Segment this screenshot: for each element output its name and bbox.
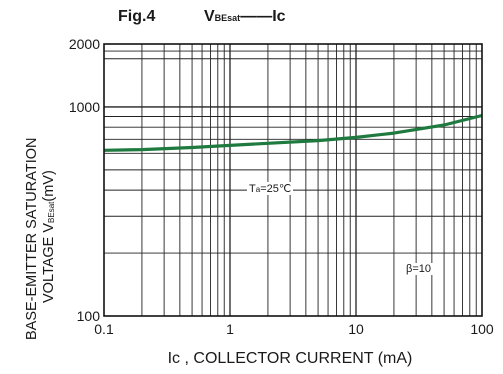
x-tick-label: 100 (470, 321, 494, 337)
x-tick-label: 10 (348, 321, 364, 337)
y-axis-label-line1: BASE-EMITTER SATURATION (24, 138, 40, 340)
temperature-value: =25℃ (260, 183, 292, 195)
chart-title: VBEsat——Ic (204, 8, 286, 26)
chart-title-dash: —— (240, 8, 273, 25)
y-tick-label: 1000 (69, 99, 100, 115)
y-axis-label: BASE-EMITTER SATURATION VOLTAGE VBEsat(m… (24, 138, 57, 340)
x-tick-label: 1 (226, 321, 234, 337)
y-axis-label-line2: VOLTAGE VBEsat(mV) (41, 170, 57, 303)
y-axis-label-main: VOLTAGE V (41, 223, 57, 303)
series-line (103, 113, 483, 152)
temperature-symbol: T (249, 183, 256, 195)
y-axis-label-subscript: BEsat (47, 201, 56, 223)
temperature-subscript: a (255, 185, 261, 194)
series-layer (103, 113, 483, 152)
x-axis-label: Ic , COLLECTOR CURRENT (mA) (167, 350, 413, 367)
chart-title-tail: Ic (272, 8, 286, 25)
chart-title-main: V (204, 8, 215, 25)
figure-number: Fig.4 (118, 8, 156, 25)
y-axis-label-unit: (mV) (41, 170, 57, 201)
tick-labels: 0.1 1 10 100 100 1000 2000 (69, 36, 494, 337)
beta-annotation: β=10 (404, 263, 433, 275)
y-tick-label: 2000 (69, 36, 100, 52)
x-tick-label: 0.1 (94, 321, 114, 337)
grid (104, 44, 482, 316)
temperature-annotation: Ta=25℃ (247, 182, 294, 195)
chart-title-subscript: BEsat (214, 13, 241, 23)
plot-frame (103, 43, 483, 317)
y-tick-label: 100 (77, 308, 101, 324)
